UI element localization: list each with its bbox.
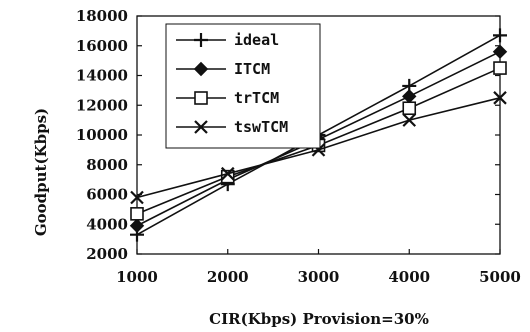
data-point-ITCM xyxy=(129,218,145,233)
data-point-ideal xyxy=(493,28,507,43)
x-tick-label: 4000 xyxy=(388,268,430,286)
data-point-trTCM xyxy=(493,61,507,75)
legend-item-ideal: ideal xyxy=(176,31,279,49)
data-point-trTCM xyxy=(402,101,417,116)
data-point-ITCM xyxy=(492,44,508,59)
legend: ideal ITCM trTCM tswTCM xyxy=(165,23,321,149)
data-point-tswTCM xyxy=(220,166,235,181)
y-tick-label: 10000 xyxy=(76,126,128,144)
legend-marker-trTCM xyxy=(194,91,208,105)
data-point-tswTCM xyxy=(130,190,144,205)
y-tick-label: 12000 xyxy=(76,96,128,114)
series-tswTCM xyxy=(130,91,507,205)
x-tick-label: 3000 xyxy=(298,268,340,286)
y-tick-label: 18000 xyxy=(76,7,128,25)
legend-item-trTCM: trTCM xyxy=(176,89,279,107)
legend-label: trTCM xyxy=(234,89,279,107)
x-tick-label: 2000 xyxy=(207,268,249,286)
x-tick-label: 5000 xyxy=(479,268,521,286)
legend-item-tswTCM: tswTCM xyxy=(176,118,288,136)
legend-marker-ideal xyxy=(194,33,208,47)
legend-marker-tswTCM xyxy=(194,120,208,134)
y-axis-ticks: 2000 4000 6000 8000 10000 12000 14000 16000 1800… xyxy=(76,7,500,263)
data-point-trTCM xyxy=(130,207,144,221)
legend-item-ITCM: ITCM xyxy=(176,60,270,78)
y-tick-label: 4000 xyxy=(86,215,128,233)
data-point-tswTCM xyxy=(493,91,507,105)
y-tick-label: 2000 xyxy=(86,245,128,263)
data-point-tswTCM xyxy=(402,113,417,127)
y-tick-label: 8000 xyxy=(86,156,128,174)
x-axis-label: CIR(Kbps) Provision=30% xyxy=(209,310,429,328)
data-point-ITCM xyxy=(402,89,417,104)
y-axis-label: Goodput(Kbps) xyxy=(32,108,50,236)
x-axis-ticks: 1000 2000 3000 4000 5000 xyxy=(116,249,521,286)
legend-label: ideal xyxy=(234,31,279,49)
legend-marker-ITCM xyxy=(193,61,209,77)
y-tick-label: 6000 xyxy=(86,186,128,204)
y-tick-label: 16000 xyxy=(76,37,128,55)
legend-label: tswTCM xyxy=(234,118,288,136)
x-tick-label: 1000 xyxy=(116,268,158,286)
legend-label: ITCM xyxy=(234,60,270,78)
y-tick-label: 14000 xyxy=(76,67,128,85)
